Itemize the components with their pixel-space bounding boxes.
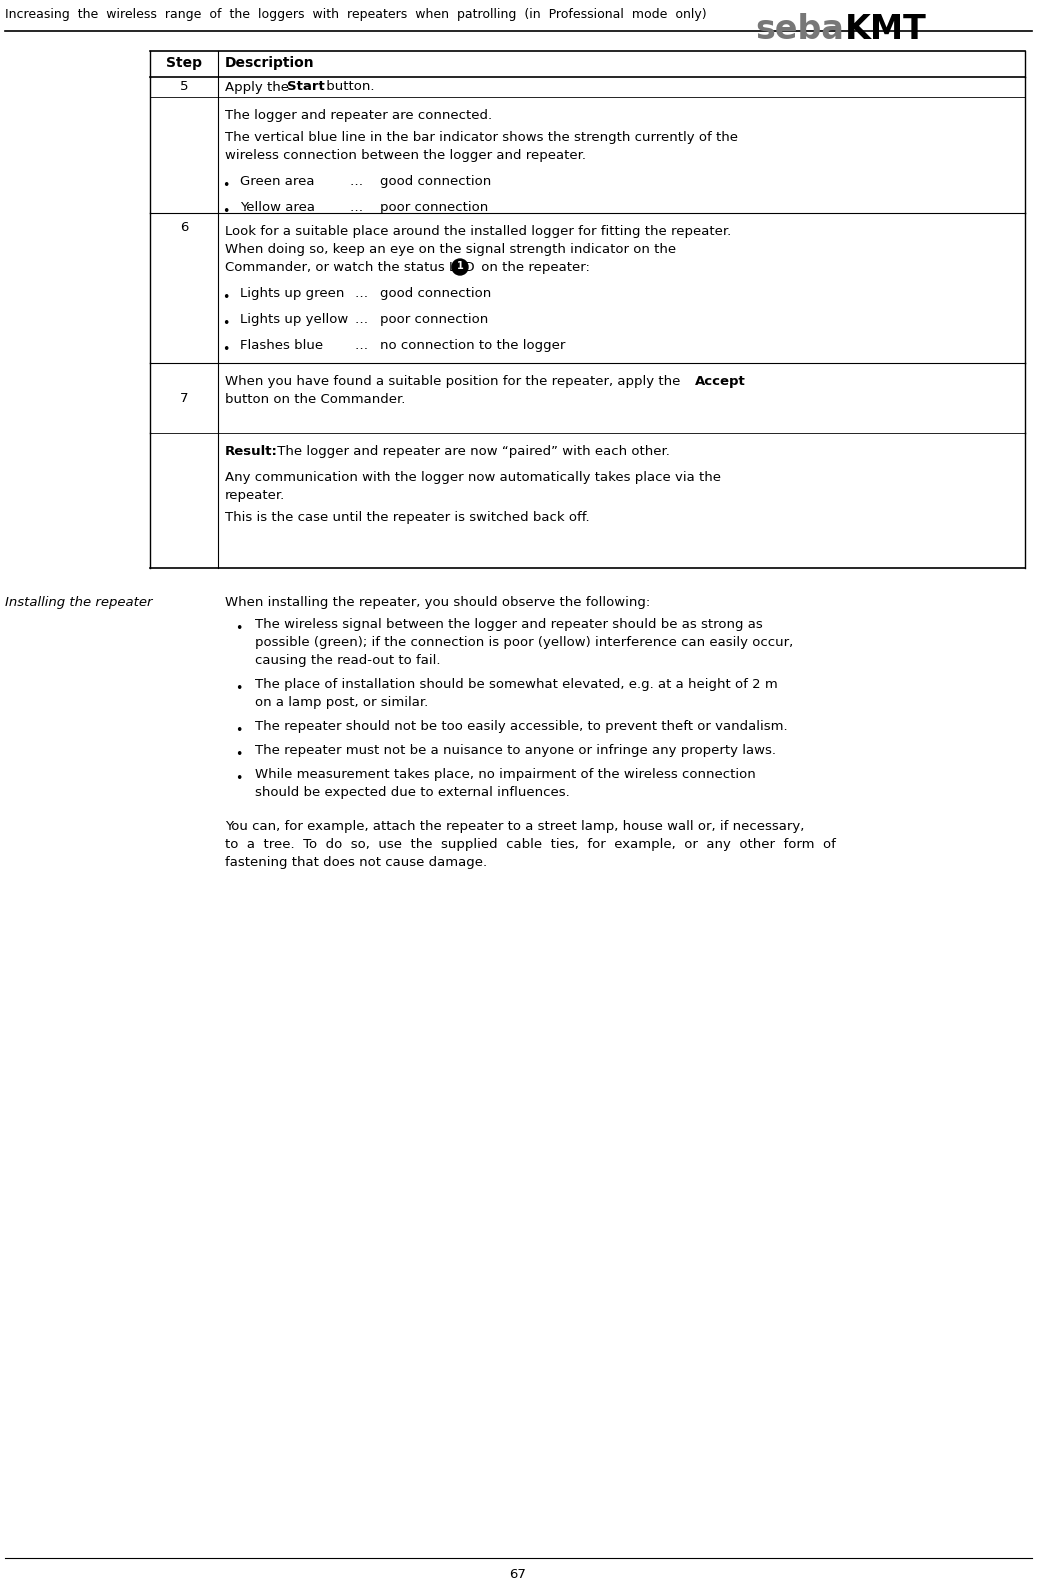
Circle shape (452, 260, 468, 276)
Text: •: • (235, 621, 243, 636)
Text: good connection: good connection (380, 175, 492, 188)
Text: Result:: Result: (225, 444, 278, 459)
Text: While measurement takes place, no impairment of the wireless connection: While measurement takes place, no impair… (255, 768, 756, 781)
Text: You can, for example, attach the repeater to a street lamp, house wall or, if ne: You can, for example, attach the repeate… (225, 820, 805, 833)
Text: 1: 1 (456, 261, 464, 271)
Text: Lights up yellow: Lights up yellow (240, 312, 348, 327)
Text: possible (green); if the connection is poor (yellow) interference can easily occ: possible (green); if the connection is p… (255, 636, 793, 648)
Text: When installing the repeater, you should observe the following:: When installing the repeater, you should… (225, 596, 650, 609)
Text: •: • (222, 317, 229, 330)
Text: The wireless signal between the logger and repeater should be as strong as: The wireless signal between the logger a… (255, 618, 763, 631)
Text: Any communication with the logger now automatically takes place via the: Any communication with the logger now au… (225, 472, 721, 484)
Text: fastening that does not cause damage.: fastening that does not cause damage. (225, 855, 487, 870)
Text: Green area: Green area (240, 175, 314, 188)
Text: wireless connection between the logger and repeater.: wireless connection between the logger a… (225, 150, 586, 162)
Text: Look for a suitable place around the installed logger for fitting the repeater.: Look for a suitable place around the ins… (225, 225, 731, 237)
Text: KMT: KMT (845, 13, 927, 46)
Text: Lights up green: Lights up green (240, 287, 344, 299)
Text: When doing so, keep an eye on the signal strength indicator on the: When doing so, keep an eye on the signal… (225, 244, 676, 256)
Text: •: • (235, 773, 243, 785)
Text: •: • (222, 178, 229, 193)
Text: poor connection: poor connection (380, 312, 488, 327)
Text: The logger and repeater are connected.: The logger and repeater are connected. (225, 108, 493, 123)
Text: When you have found a suitable position for the repeater, apply the: When you have found a suitable position … (225, 374, 684, 389)
Text: •: • (222, 342, 229, 355)
Text: no connection to the logger: no connection to the logger (380, 339, 565, 352)
Text: …: … (355, 312, 368, 327)
Text: …: … (351, 201, 363, 213)
Text: •: • (222, 292, 229, 304)
Text: The logger and repeater are now “paired” with each other.: The logger and repeater are now “paired”… (273, 444, 670, 459)
Text: on the repeater:: on the repeater: (477, 261, 590, 274)
Text: poor connection: poor connection (380, 201, 488, 213)
Text: Installing the repeater: Installing the repeater (5, 596, 152, 609)
Text: …: … (355, 287, 368, 299)
Text: 7: 7 (179, 392, 189, 405)
Text: good connection: good connection (380, 287, 492, 299)
Text: …: … (351, 175, 363, 188)
Text: Step: Step (166, 56, 202, 70)
Text: •: • (235, 682, 243, 695)
Text: should be expected due to external influences.: should be expected due to external influ… (255, 785, 569, 800)
Text: •: • (222, 205, 229, 218)
Text: The vertical blue line in the bar indicator shows the strength currently of the: The vertical blue line in the bar indica… (225, 131, 738, 143)
Text: This is the case until the repeater is switched back off.: This is the case until the repeater is s… (225, 511, 590, 524)
Text: •: • (235, 749, 243, 761)
Text: Description: Description (225, 56, 314, 70)
Text: Start: Start (287, 81, 325, 94)
Text: 6: 6 (179, 221, 188, 234)
Text: repeater.: repeater. (225, 489, 285, 502)
Text: button.: button. (323, 81, 374, 94)
Text: to  a  tree.  To  do  so,  use  the  supplied  cable  ties,  for  example,  or  : to a tree. To do so, use the supplied ca… (225, 838, 836, 851)
Text: 5: 5 (179, 81, 189, 94)
Text: Flashes blue: Flashes blue (240, 339, 324, 352)
Text: The place of installation should be somewhat elevated, e.g. at a height of 2 m: The place of installation should be some… (255, 679, 778, 691)
Text: seba: seba (755, 13, 844, 46)
Text: on a lamp post, or similar.: on a lamp post, or similar. (255, 696, 428, 709)
Text: Increasing  the  wireless  range  of  the  loggers  with  repeaters  when  patro: Increasing the wireless range of the log… (5, 8, 706, 21)
Text: •: • (235, 723, 243, 738)
Text: causing the read-out to fail.: causing the read-out to fail. (255, 655, 441, 667)
Text: button on the Commander.: button on the Commander. (225, 393, 405, 406)
Text: The repeater must not be a nuisance to anyone or infringe any property laws.: The repeater must not be a nuisance to a… (255, 744, 776, 757)
Text: 67: 67 (509, 1568, 527, 1580)
Text: Yellow area: Yellow area (240, 201, 315, 213)
Text: Commander, or watch the status LED: Commander, or watch the status LED (225, 261, 479, 274)
Text: The repeater should not be too easily accessible, to prevent theft or vandalism.: The repeater should not be too easily ac… (255, 720, 788, 733)
Text: Accept: Accept (695, 374, 746, 389)
Text: Apply the: Apply the (225, 81, 293, 94)
Text: …: … (355, 339, 368, 352)
